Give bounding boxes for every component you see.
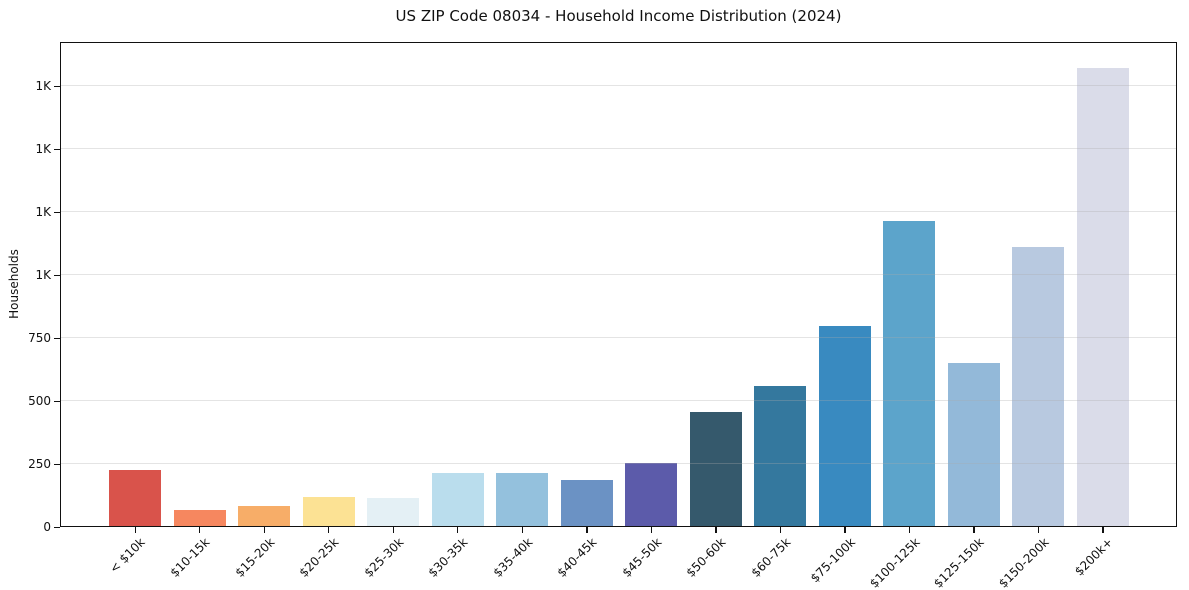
bar bbox=[431, 473, 484, 527]
gridline bbox=[60, 148, 1177, 150]
x-tick-mark bbox=[908, 527, 911, 533]
bar bbox=[238, 506, 291, 527]
bar bbox=[109, 470, 161, 527]
x-tick-label: $10-15k bbox=[167, 535, 213, 580]
gridline bbox=[60, 337, 1177, 339]
x-tick-label: $125-150k bbox=[931, 535, 987, 590]
x-tick-mark bbox=[973, 527, 975, 533]
gridline bbox=[60, 274, 1177, 276]
y-tick-label: 0 bbox=[43, 520, 51, 534]
y-tick-mark bbox=[54, 463, 60, 465]
x-tick-label: < $10k bbox=[107, 535, 148, 576]
x-tick-mark bbox=[650, 527, 653, 533]
x-tick-mark bbox=[457, 527, 459, 533]
x-tick-label: $15-20k bbox=[232, 535, 277, 580]
x-tick-mark bbox=[199, 527, 201, 533]
y-tick-label: 1K bbox=[35, 268, 51, 283]
y-tick-label: 1K bbox=[35, 205, 51, 220]
x-tick-mark bbox=[586, 527, 588, 533]
bar bbox=[367, 498, 420, 527]
gridline bbox=[60, 463, 1177, 465]
y-tick-mark bbox=[54, 85, 60, 87]
x-tick-mark bbox=[1102, 527, 1104, 533]
bar bbox=[947, 362, 1000, 527]
gridline bbox=[60, 85, 1177, 87]
x-tick-mark bbox=[521, 527, 523, 533]
x-tick-label: $150-200k bbox=[995, 535, 1052, 590]
gridline bbox=[60, 211, 1177, 213]
x-tick-label: $50-60k bbox=[683, 535, 729, 580]
chart-title: US ZIP Code 08034 - Household Income Dis… bbox=[395, 7, 842, 25]
x-tick-label: $60-75k bbox=[748, 535, 794, 580]
y-tick-mark bbox=[54, 526, 60, 528]
x-tick-label: $45-50k bbox=[619, 535, 665, 580]
x-tick-label: $40-45k bbox=[554, 535, 600, 580]
plot-area bbox=[60, 42, 1177, 527]
y-tick-label: 1K bbox=[35, 79, 51, 94]
bar bbox=[302, 497, 355, 527]
bar bbox=[818, 325, 871, 527]
x-tick-label: $200k+ bbox=[1072, 535, 1116, 579]
y-tick-mark bbox=[54, 337, 60, 339]
y-tick-label: 250 bbox=[28, 457, 51, 471]
x-tick-mark bbox=[392, 527, 394, 533]
x-tick-label: $35-40k bbox=[490, 535, 536, 580]
y-tick-mark bbox=[54, 211, 60, 213]
y-tick-label: 500 bbox=[28, 394, 51, 409]
x-tick-mark bbox=[134, 527, 136, 533]
x-tick-mark bbox=[1037, 527, 1040, 533]
y-axis-label: Households bbox=[7, 249, 21, 319]
x-tick-mark bbox=[263, 527, 265, 533]
y-tick-mark bbox=[54, 148, 60, 150]
y-tick-label: 750 bbox=[28, 331, 51, 346]
gridline bbox=[60, 400, 1177, 402]
x-tick-label: $20-25k bbox=[296, 535, 342, 580]
bar bbox=[496, 473, 549, 527]
x-tick-label: $30-35k bbox=[425, 535, 471, 580]
y-tick-mark bbox=[54, 400, 60, 402]
bar bbox=[173, 510, 226, 527]
x-tick-mark bbox=[328, 527, 330, 533]
x-tick-label: $75-100k bbox=[807, 535, 858, 586]
bar bbox=[1012, 247, 1065, 527]
x-tick-mark bbox=[844, 527, 846, 533]
bar bbox=[883, 221, 936, 527]
x-tick-label: $100-125k bbox=[866, 535, 923, 590]
bar bbox=[754, 385, 807, 527]
y-tick-mark bbox=[54, 274, 60, 276]
axes-border bbox=[60, 42, 1177, 527]
x-tick-mark bbox=[715, 527, 717, 533]
bar bbox=[625, 463, 678, 527]
bar bbox=[560, 480, 613, 527]
bar bbox=[689, 412, 742, 527]
bar bbox=[1076, 68, 1129, 527]
y-tick-label: 1K bbox=[35, 142, 51, 157]
x-tick-label: $25-30k bbox=[361, 535, 407, 580]
x-tick-mark bbox=[779, 527, 782, 533]
